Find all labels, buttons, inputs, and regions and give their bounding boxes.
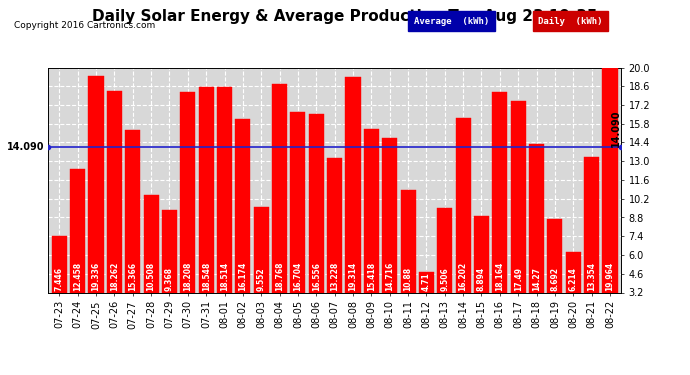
Text: 14.27: 14.27 bbox=[532, 267, 541, 291]
Text: 17.49: 17.49 bbox=[514, 267, 523, 291]
Bar bbox=[437, 208, 453, 292]
Text: 4.71: 4.71 bbox=[422, 272, 431, 291]
Text: 12.458: 12.458 bbox=[73, 262, 82, 291]
Text: 16.174: 16.174 bbox=[238, 262, 248, 291]
Text: 15.418: 15.418 bbox=[367, 262, 376, 291]
Bar bbox=[401, 190, 415, 292]
Text: 9.506: 9.506 bbox=[440, 267, 449, 291]
Text: 14.090: 14.090 bbox=[611, 109, 621, 147]
Text: 18.548: 18.548 bbox=[201, 262, 210, 291]
Bar bbox=[327, 158, 342, 292]
Text: 9.552: 9.552 bbox=[257, 267, 266, 291]
Text: Daily Solar Energy & Average Production Tue Aug 23 19:35: Daily Solar Energy & Average Production … bbox=[92, 9, 598, 24]
Bar bbox=[602, 68, 618, 292]
Text: 16.704: 16.704 bbox=[293, 262, 302, 291]
Bar bbox=[308, 114, 324, 292]
Text: 18.514: 18.514 bbox=[220, 262, 229, 291]
Bar bbox=[107, 91, 122, 292]
Bar bbox=[162, 210, 177, 292]
Bar bbox=[346, 77, 361, 292]
Text: 18.262: 18.262 bbox=[110, 262, 119, 291]
Bar bbox=[529, 144, 544, 292]
Text: 13.228: 13.228 bbox=[330, 262, 339, 291]
Text: 8.894: 8.894 bbox=[477, 267, 486, 291]
Bar bbox=[547, 219, 562, 292]
Text: 7.446: 7.446 bbox=[55, 267, 63, 291]
Text: 18.768: 18.768 bbox=[275, 262, 284, 291]
Text: Average  (kWh): Average (kWh) bbox=[414, 17, 489, 26]
Text: 19.964: 19.964 bbox=[606, 262, 615, 291]
Bar bbox=[455, 118, 471, 292]
Bar bbox=[474, 216, 489, 292]
Bar bbox=[235, 119, 250, 292]
Text: 10.508: 10.508 bbox=[146, 262, 155, 291]
Text: 6.214: 6.214 bbox=[569, 267, 578, 291]
Text: 8.692: 8.692 bbox=[551, 267, 560, 291]
Bar bbox=[419, 272, 434, 292]
Text: 14.090: 14.090 bbox=[8, 142, 45, 152]
Bar bbox=[144, 195, 159, 292]
Text: 19.314: 19.314 bbox=[348, 262, 357, 291]
Text: 14.716: 14.716 bbox=[385, 262, 394, 291]
Bar bbox=[290, 112, 306, 292]
Text: Copyright 2016 Cartronics.com: Copyright 2016 Cartronics.com bbox=[14, 21, 155, 30]
Text: 13.354: 13.354 bbox=[587, 262, 596, 291]
Bar bbox=[382, 138, 397, 292]
Text: 15.366: 15.366 bbox=[128, 262, 137, 291]
Bar bbox=[88, 76, 104, 292]
Text: 16.556: 16.556 bbox=[312, 262, 321, 291]
Text: 18.208: 18.208 bbox=[184, 262, 193, 291]
Bar bbox=[511, 101, 526, 292]
Bar bbox=[254, 207, 268, 292]
Bar bbox=[70, 168, 85, 292]
Bar bbox=[584, 156, 599, 292]
Bar bbox=[566, 252, 581, 292]
Text: 10.88: 10.88 bbox=[404, 267, 413, 291]
Bar bbox=[493, 92, 507, 292]
Text: 9.368: 9.368 bbox=[165, 267, 174, 291]
Bar bbox=[364, 129, 379, 292]
Bar bbox=[180, 92, 195, 292]
Bar bbox=[52, 236, 67, 292]
Text: 16.202: 16.202 bbox=[459, 262, 468, 291]
Text: 19.336: 19.336 bbox=[92, 262, 101, 291]
Bar bbox=[125, 130, 140, 292]
Text: Daily  (kWh): Daily (kWh) bbox=[538, 17, 602, 26]
Bar bbox=[217, 87, 232, 292]
Bar bbox=[199, 87, 214, 292]
Bar bbox=[272, 84, 287, 292]
Text: 18.164: 18.164 bbox=[495, 262, 504, 291]
